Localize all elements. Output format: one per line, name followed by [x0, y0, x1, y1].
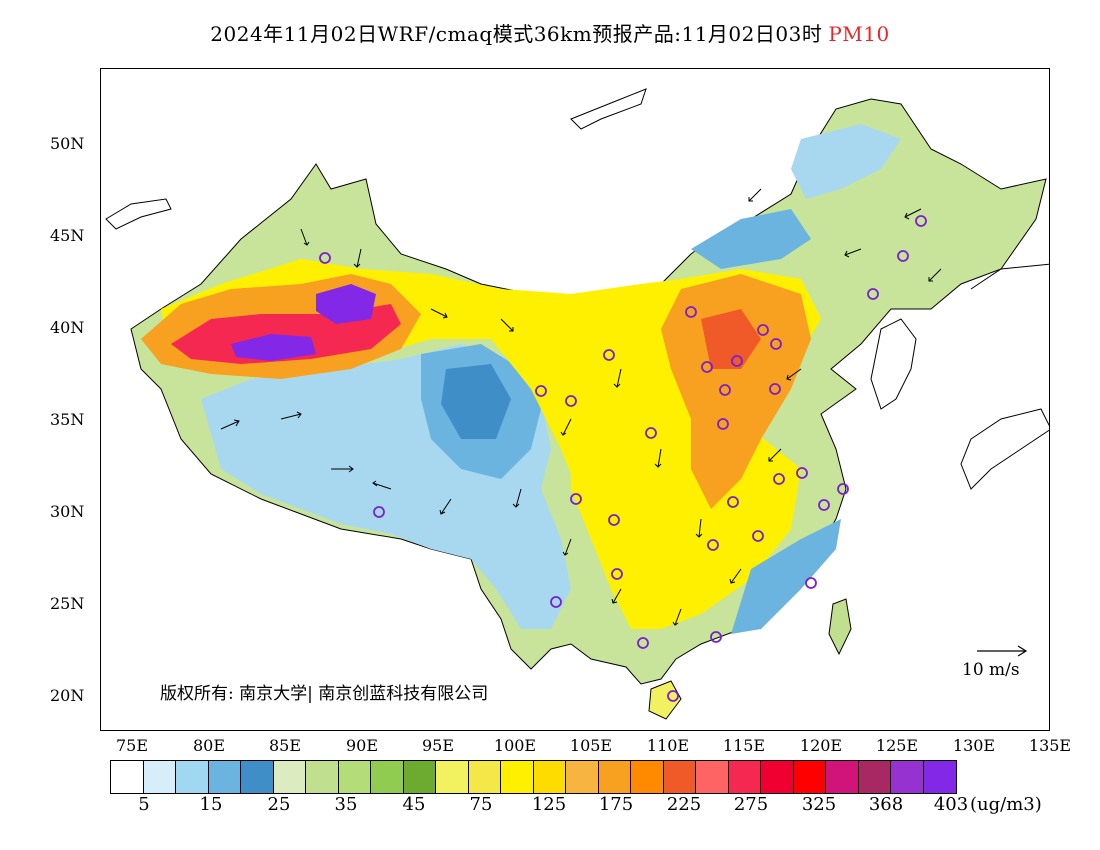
legend-swatch	[891, 761, 924, 793]
pm10-concentration-map	[105, 88, 1049, 720]
legend-swatch	[826, 761, 859, 793]
lon-label: 115E	[722, 736, 766, 755]
legend-swatch	[663, 761, 696, 793]
legend-swatch	[436, 761, 469, 793]
japan-outline	[960, 408, 1049, 490]
lake-baikal-outline	[570, 88, 647, 130]
lat-label: 35N	[50, 410, 85, 429]
legend-label: 368	[868, 794, 904, 815]
plateau-core-zone	[441, 364, 511, 439]
legend-label: 225	[666, 794, 702, 815]
lon-label: 100E	[493, 736, 537, 755]
lon-label: 80E	[192, 736, 226, 755]
lon-label: 90E	[345, 736, 379, 755]
legend-label: 75	[469, 794, 493, 815]
lon-label: 120E	[799, 736, 843, 755]
legend-swatch	[241, 761, 274, 793]
lat-label: 20N	[50, 686, 85, 705]
legend-swatch	[858, 761, 891, 793]
lon-label: 95E	[421, 736, 455, 755]
legend-label: 175	[598, 794, 634, 815]
legend-swatch	[111, 761, 144, 793]
legend-swatch	[761, 761, 794, 793]
lat-label: 50N	[50, 134, 85, 153]
legend-swatch	[793, 761, 826, 793]
legend-swatch	[468, 761, 501, 793]
legend-swatch	[208, 761, 241, 793]
legend-label: 45	[402, 794, 426, 815]
northeast-blue	[791, 124, 901, 199]
legend-label: 5	[138, 794, 150, 815]
taklimakan-purple-east	[316, 284, 376, 324]
lat-label: 45N	[50, 226, 85, 245]
north-plain-red	[701, 309, 761, 369]
legend-swatch	[501, 761, 534, 793]
legend-swatch	[338, 761, 371, 793]
lat-label: 40N	[50, 318, 85, 337]
title-text: 2024年11月02日WRF/cmaq模式36km预报产品:11月02日03时	[210, 22, 823, 46]
city-markers	[319, 215, 927, 702]
legend-swatch	[273, 761, 306, 793]
lon-label: 105E	[569, 736, 613, 755]
legend-label: 15	[199, 794, 223, 815]
lon-label: 75E	[115, 736, 149, 755]
lon-label: 85E	[268, 736, 302, 755]
legend-label: 325	[801, 794, 837, 815]
legend-label: 275	[733, 794, 769, 815]
russia-coast-outline	[970, 263, 1049, 290]
lon-label: 135E	[1028, 736, 1072, 755]
legend-swatch	[696, 761, 729, 793]
lat-label: 30N	[50, 502, 85, 521]
lat-label: 25N	[50, 594, 85, 613]
legend-swatch	[533, 761, 566, 793]
legend-swatch	[923, 761, 956, 793]
legend-unit: (ug/m3)	[970, 794, 1042, 815]
legend-swatch	[728, 761, 761, 793]
wind-scale-arrow	[977, 645, 1028, 657]
korea-outline	[870, 318, 917, 410]
pm10-map-panel	[100, 68, 1050, 731]
lon-label: 130E	[952, 736, 996, 755]
copyright-notice: 版权所有: 南京大学| 南京创蓝科技有限公司	[160, 684, 489, 704]
legend-swatch	[143, 761, 176, 793]
legend-label: 25	[267, 794, 291, 815]
balkhash-outline	[105, 198, 172, 230]
taklimakan-purple-west	[231, 334, 316, 361]
inner-mongolia-blue	[691, 209, 811, 269]
legend-label: 125	[531, 794, 567, 815]
southeast-coast-blue	[731, 519, 841, 634]
legend-label: 35	[334, 794, 358, 815]
legend-swatch	[631, 761, 664, 793]
taiwan-island	[828, 598, 852, 656]
wind-vectors	[220, 188, 942, 626]
title-pollutant: PM10	[828, 22, 890, 46]
lon-label: 110E	[646, 736, 690, 755]
wind-scale-label: 10 m/s	[962, 660, 1020, 680]
legend-swatch	[598, 761, 631, 793]
legend-swatch	[306, 761, 339, 793]
map-title: 2024年11月02日WRF/cmaq模式36km预报产品:11月02日03时 P…	[0, 18, 1100, 47]
color-legend	[110, 760, 957, 794]
lon-label: 125E	[875, 736, 919, 755]
legend-swatch	[371, 761, 404, 793]
legend-label: 403	[933, 794, 969, 815]
legend-swatch	[566, 761, 599, 793]
legend-swatch	[403, 761, 436, 793]
north-plain-orange	[661, 274, 811, 509]
legend-swatch	[176, 761, 209, 793]
